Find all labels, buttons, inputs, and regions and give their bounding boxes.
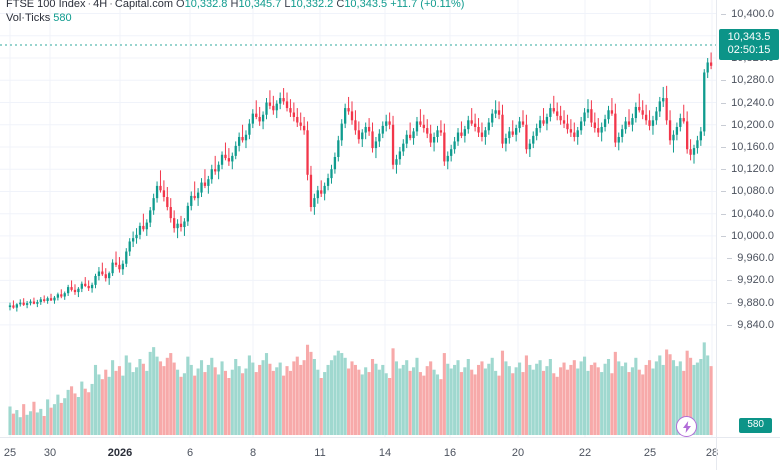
price-tick-dash xyxy=(721,191,727,193)
price-tick-dash xyxy=(721,169,727,171)
price-tick-dash xyxy=(721,146,727,148)
lightning-bolt-icon[interactable] xyxy=(676,416,697,437)
time-axis-tick: 25 xyxy=(643,447,657,459)
price-axis-tick: 10,040.0 xyxy=(721,208,774,220)
price-tick-dash xyxy=(721,102,727,104)
lightning-bolt-glyph xyxy=(682,420,691,433)
time-axis-tick: 16 xyxy=(443,447,457,459)
time-axis-tick: 25 xyxy=(3,447,17,459)
price-axis-tick: 10,120.0 xyxy=(721,163,774,175)
price-axis-tick: 9,840.0 xyxy=(727,319,774,331)
time-axis-tick: 2026 xyxy=(107,447,133,459)
time-axis-tick: 6 xyxy=(186,447,194,459)
price-axis-tick: 10,160.0 xyxy=(721,141,774,153)
chart-gridlines xyxy=(0,0,716,437)
price-axis-tick: 9,920.0 xyxy=(727,274,774,286)
time-axis-tick: 20 xyxy=(511,447,525,459)
current-price-badge[interactable]: 10,343.5 02:50:15 xyxy=(719,28,779,60)
time-axis[interactable]: 25 30 2026 6 8 11 14 16 20 22 25 28 xyxy=(0,437,719,470)
time-axis-tick: 30 xyxy=(43,447,57,459)
price-axis-tick: 10,280.0 xyxy=(721,74,774,86)
price-tick-dash xyxy=(727,280,733,282)
time-axis-tick: 14 xyxy=(378,447,392,459)
price-tick-dash xyxy=(721,124,727,126)
volume-value-badge[interactable]: 580 xyxy=(739,418,772,433)
chart-plot-area[interactable] xyxy=(0,0,716,437)
price-tick-dash xyxy=(721,13,727,15)
bar-countdown-value: 02:50:15 xyxy=(727,43,771,56)
axis-corner xyxy=(716,437,780,470)
price-axis-tick: 10,080.0 xyxy=(721,185,774,197)
price-axis[interactable]: 10,343.5 02:50:15 580 10,400.010,360.010… xyxy=(716,0,780,437)
price-tick-dash xyxy=(721,235,727,237)
price-tick-dash xyxy=(727,258,733,260)
price-axis-tick: 9,960.0 xyxy=(727,252,774,264)
price-tick-dash xyxy=(727,302,733,304)
price-tick-dash xyxy=(721,80,727,82)
current-price-value: 10,343.5 xyxy=(727,30,771,43)
price-tick-dash xyxy=(721,213,727,215)
candlestick-series xyxy=(0,44,716,436)
price-axis-tick: 10,400.0 xyxy=(721,8,774,20)
price-axis-tick: 10,000.0 xyxy=(721,230,774,242)
time-axis-tick: 8 xyxy=(249,447,257,459)
price-axis-tick: 10,200.0 xyxy=(721,119,774,131)
time-axis-tick: 28 xyxy=(705,447,719,459)
price-axis-tick: 9,880.0 xyxy=(727,297,774,309)
time-axis-tick: 22 xyxy=(578,447,592,459)
price-axis-tick: 10,240.0 xyxy=(721,97,774,109)
price-tick-dash xyxy=(727,324,733,326)
time-axis-tick: 11 xyxy=(314,447,326,459)
